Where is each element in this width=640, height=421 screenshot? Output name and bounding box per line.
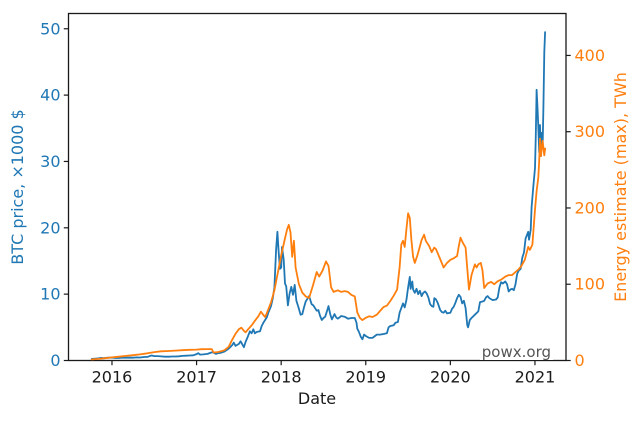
x-tick-label: 2016: [92, 368, 133, 387]
x-axis-label: Date: [297, 389, 337, 408]
x-tick-label: 2019: [345, 368, 386, 387]
y-tick-label-right: 300: [575, 122, 606, 141]
y-tick-label-left: 50: [40, 19, 60, 38]
y-tick-label-right: 0: [575, 351, 585, 370]
y-tick-label-left: 0: [50, 351, 60, 370]
energy-estimate-line: [90, 137, 546, 361]
y-tick-label-right: 100: [575, 275, 606, 294]
y-axis-label-left: BTC price, ×1000 $: [8, 109, 27, 265]
x-tick-label: 2020: [430, 368, 471, 387]
x-tick-label: 2018: [261, 368, 302, 387]
y-tick-label-left: 30: [40, 152, 60, 171]
watermark-powx: powx.org: [479, 343, 553, 361]
plot-frame: [67, 12, 567, 362]
y-tick-label-right: 400: [575, 46, 606, 65]
x-tick-label: 2021: [515, 368, 556, 387]
x-tick-label: 2017: [176, 368, 217, 387]
y-axis-label-right: Energy estimate (max), TWh: [611, 72, 630, 302]
y-tick-label-right: 200: [575, 198, 606, 217]
y-tick-label-left: 10: [40, 285, 60, 304]
btc-price-line: [90, 31, 546, 360]
y-tick-label-left: 20: [40, 218, 60, 237]
y-tick-label-left: 40: [40, 86, 60, 105]
